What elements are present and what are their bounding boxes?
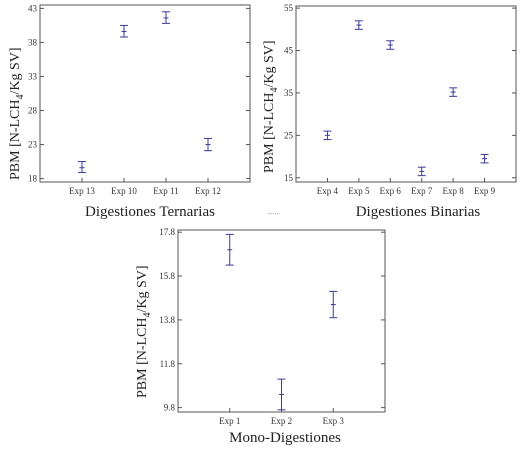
error-bar-point xyxy=(417,166,426,177)
y-tick-label: 55 xyxy=(284,3,294,13)
y-axis-label-mono: PBM [N-LCH4/Kg SV] xyxy=(135,265,153,398)
x-tick-label: Exp 12 xyxy=(195,186,221,196)
panel-separator xyxy=(268,213,280,215)
error-bar-point xyxy=(120,24,128,38)
y-tick-label: 25 xyxy=(284,130,294,140)
x-tick-label: Exp 13 xyxy=(69,186,95,196)
y-tick-label: 11.8 xyxy=(160,359,176,369)
x-tick-label: Exp 6 xyxy=(380,186,402,196)
x-tick-label: Exp 8 xyxy=(443,186,465,196)
y-tick-label: 28 xyxy=(28,106,38,116)
error-bar-point xyxy=(204,137,212,152)
x-tick-label: Exp 10 xyxy=(111,186,137,196)
chart-panel-mono: 9.8 11.8 13.8 15.8 17.8 Exp 1 Exp 2 Exp 3 PBM [… xyxy=(120,218,400,450)
y-tick-label: 45 xyxy=(284,46,294,56)
chart-mono: 9.8 11.8 13.8 15.8 17.8 Exp 1 Exp 2 Exp 3 xyxy=(159,227,386,426)
x-tick-label: Exp 7 xyxy=(411,186,433,196)
y-axis-label-binarias: PBM [N-LCH4/Kg SV] xyxy=(262,40,280,173)
y-tick-label: 15.8 xyxy=(159,271,175,281)
x-tick-label: Exp 5 xyxy=(348,186,370,196)
x-tick-label: Exp 1 xyxy=(219,416,240,426)
y-tick-label: 9.8 xyxy=(164,403,176,413)
chart-binarias: 15 25 35 45 55 Exp 4 Exp 5 Exp 6 Exp 7 Exp 8 Exp 9 xyxy=(284,3,517,196)
x-tick-label: Exp 4 xyxy=(317,186,339,196)
chart-ternarias: 18 23 28 33 38 43 Exp 13 Exp 10 Exp 11 Exp 12 xyxy=(28,3,251,196)
y-tick-label: 13.8 xyxy=(159,315,175,325)
x-tick-label: Exp 9 xyxy=(474,186,496,196)
chart-panel-ternarias: 18 23 28 33 38 43 Exp 13 Exp 10 Exp 11 Exp 12 PBM… xyxy=(0,0,260,230)
y-tick-label: 38 xyxy=(28,37,38,47)
y-tick-label: 43 xyxy=(28,3,38,13)
x-axis-label-mono: Mono-Digestiones xyxy=(229,430,341,446)
x-axis-label-ternarias: Digestiones Ternarias xyxy=(85,204,215,220)
y-tick-label: 23 xyxy=(28,140,38,150)
error-bar-point xyxy=(162,11,170,24)
x-tick-label: Exp 2 xyxy=(271,416,292,426)
x-tick-label: Exp 3 xyxy=(323,416,345,426)
error-bar-point xyxy=(480,153,489,164)
y-tick-label: 33 xyxy=(28,71,38,81)
y-tick-label: 17.8 xyxy=(159,227,175,237)
y-tick-label: 15 xyxy=(284,173,294,183)
error-bar-point xyxy=(323,130,332,141)
x-axis-label-binarias: Digestiones Binarias xyxy=(355,204,481,220)
plot-frame xyxy=(39,4,251,183)
y-axis-label-ternarias: PBM [N-LCH4/Kg SV] xyxy=(8,47,26,180)
x-tick-label: Exp 11 xyxy=(153,186,178,196)
chart-panel-binarias: 15 25 35 45 55 Exp 4 Exp 5 Exp 6 Exp 7 Exp 8 Exp 9… xyxy=(258,0,521,230)
error-bar-point xyxy=(354,20,363,30)
error-bar-point xyxy=(449,87,458,97)
error-bar-point xyxy=(225,233,234,266)
plot-frame xyxy=(295,5,517,183)
y-tick-label: 35 xyxy=(284,88,294,98)
y-tick-label: 18 xyxy=(28,174,38,184)
error-bar-point xyxy=(329,290,338,319)
error-bar-point xyxy=(78,161,86,173)
error-bar-point xyxy=(386,40,395,50)
error-bar-point xyxy=(277,378,286,411)
